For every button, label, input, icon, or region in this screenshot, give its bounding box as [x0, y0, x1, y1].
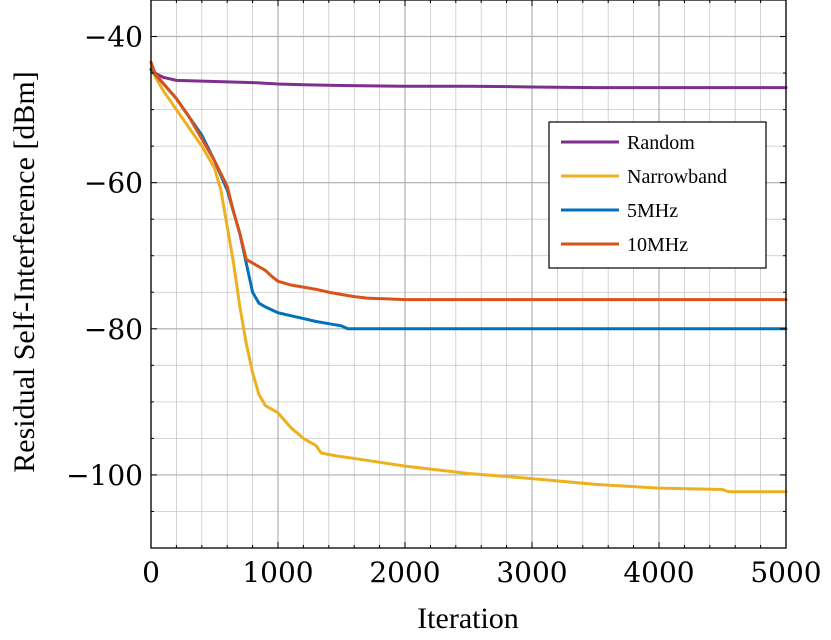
y-tick-label: −40: [84, 21, 143, 54]
x-tick-label: 4000: [623, 556, 694, 589]
y-axis-title: Residual Self-Interference [dBm]: [8, 71, 41, 473]
series-line-5mhz: [149, 67, 788, 331]
x-tick-label: 3000: [496, 556, 567, 589]
legend: Random Narrowband 5MHz 10MHz: [548, 121, 767, 269]
series-line-10mhz: [149, 60, 788, 302]
ticks-layer: [150, 0, 787, 549]
x-tick-label: 5000: [750, 556, 821, 589]
x-tick-label: 2000: [369, 556, 440, 589]
x-tick-label: 0: [142, 556, 160, 589]
y-tick-label: −60: [84, 167, 143, 200]
y-tick-labels: −40 −60 −80 −100: [66, 21, 143, 492]
series-layer: [149, 60, 788, 494]
x-axis-title: Iteration: [417, 602, 519, 635]
series-line-random: [149, 67, 788, 90]
y-tick-label: −80: [84, 313, 143, 346]
y-tick-label: −100: [66, 459, 143, 492]
x-tick-labels: 0 1000 2000 3000 4000 5000: [142, 556, 822, 589]
x-tick-label: 1000: [242, 556, 313, 589]
legend-label: Narrowband: [627, 166, 727, 188]
plot-frame: [150, 0, 787, 549]
legend-label: 10MHz: [627, 234, 688, 256]
legend-label: 5MHz: [627, 200, 678, 222]
legend-label: Random: [627, 132, 695, 154]
series-line-narrowband: [149, 67, 788, 494]
